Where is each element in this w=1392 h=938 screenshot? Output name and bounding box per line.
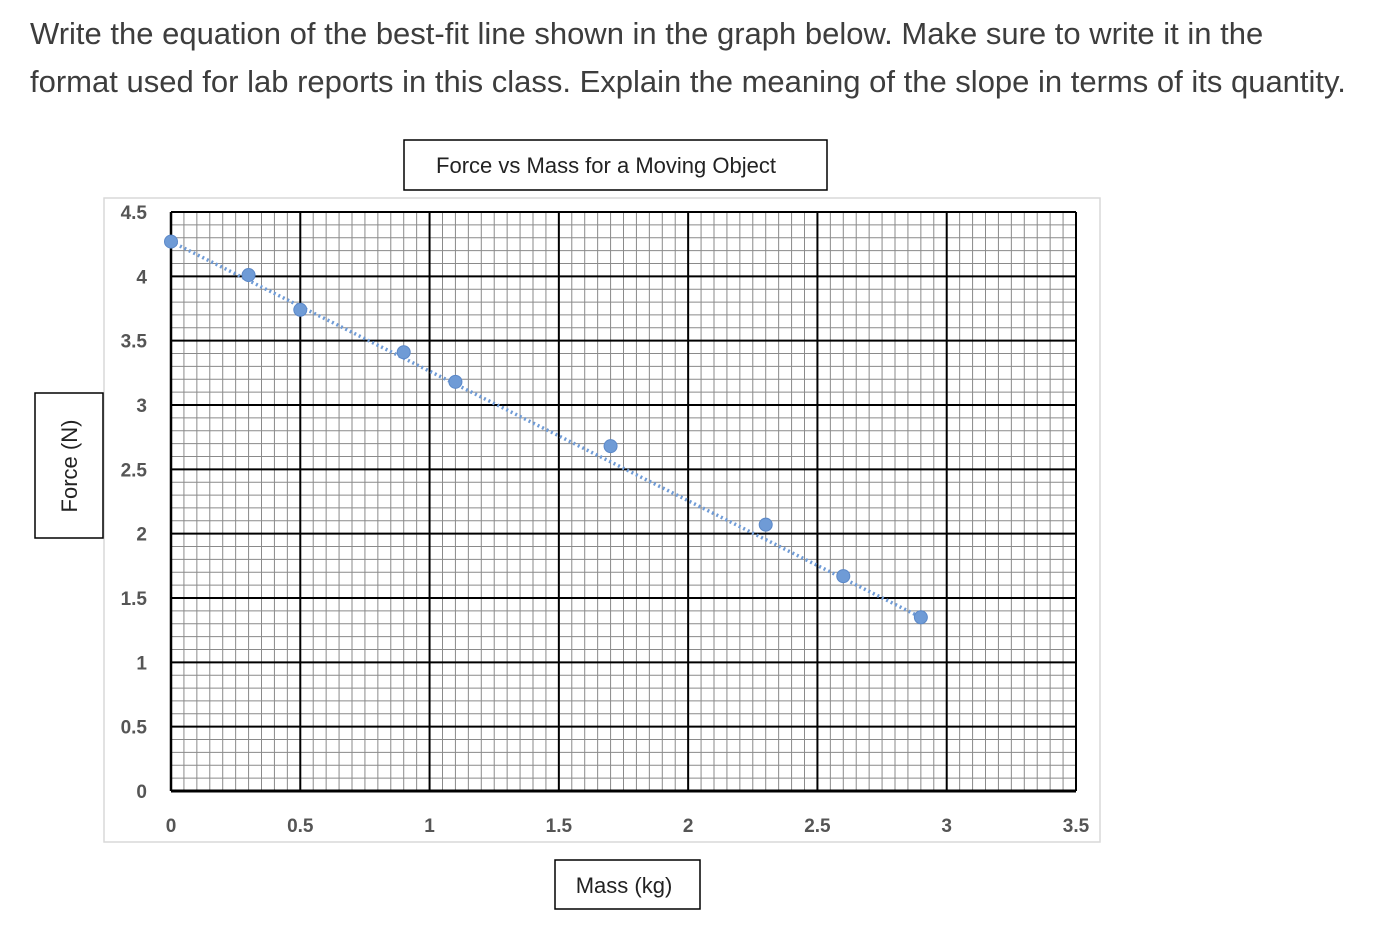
chart-title: Force vs Mass for a Moving Object xyxy=(436,153,776,178)
data-point xyxy=(603,439,618,454)
x-tick-label: 2.5 xyxy=(804,816,831,837)
y-tick-label: 2 xyxy=(136,525,147,546)
x-tick-label: 1.5 xyxy=(546,816,573,837)
data-point xyxy=(293,302,308,317)
y-tick-label: 2.5 xyxy=(121,460,148,481)
y-axis-tick-labels: 0 0.5 1 1.5 2 2.5 3 3.5 4 4.5 xyxy=(121,203,148,803)
data-point xyxy=(913,610,928,625)
data-point xyxy=(164,234,178,249)
data-point xyxy=(758,517,773,532)
y-tick-label: 3 xyxy=(136,396,147,417)
y-tick-label: 4 xyxy=(136,267,147,288)
y-axis-label: Force (N) xyxy=(57,420,82,513)
y-tick-label: 1 xyxy=(136,653,147,674)
x-tick-label: 0.5 xyxy=(287,816,314,837)
x-tick-label: 2 xyxy=(683,816,694,837)
x-axis-label: Mass (kg) xyxy=(576,873,673,898)
x-axis-tick-labels: 0 0.5 1 1.5 2 2.5 3 3.5 xyxy=(166,816,1090,837)
data-point xyxy=(396,345,411,360)
data-points-layer xyxy=(164,234,928,625)
y-tick-label: 1.5 xyxy=(121,589,148,610)
x-tick-label: 1 xyxy=(424,816,435,837)
x-axis-label-box: Mass (kg) xyxy=(554,859,701,910)
question-text: Write the equation of the best-fit line … xyxy=(30,10,1390,106)
chart-title-box: Force vs Mass for a Moving Object xyxy=(403,139,828,191)
question-line-2: format used for lab reports in this clas… xyxy=(30,64,1346,99)
data-point xyxy=(448,374,463,389)
minor-gridlines xyxy=(171,212,1076,791)
x-tick-label: 3.5 xyxy=(1063,816,1090,837)
x-tick-label: 0 xyxy=(166,816,177,837)
y-tick-label: 0.5 xyxy=(121,718,148,739)
y-tick-label: 0 xyxy=(136,782,147,803)
data-point xyxy=(241,268,256,283)
y-axis-label-box: Force (N) xyxy=(34,392,104,539)
y-tick-label: 4.5 xyxy=(121,203,148,224)
data-point xyxy=(836,569,851,584)
y-tick-label: 3.5 xyxy=(121,332,148,353)
x-tick-label: 3 xyxy=(941,816,952,837)
question-line-1: Write the equation of the best-fit line … xyxy=(30,16,1264,51)
chart-area-frame xyxy=(103,197,1101,843)
